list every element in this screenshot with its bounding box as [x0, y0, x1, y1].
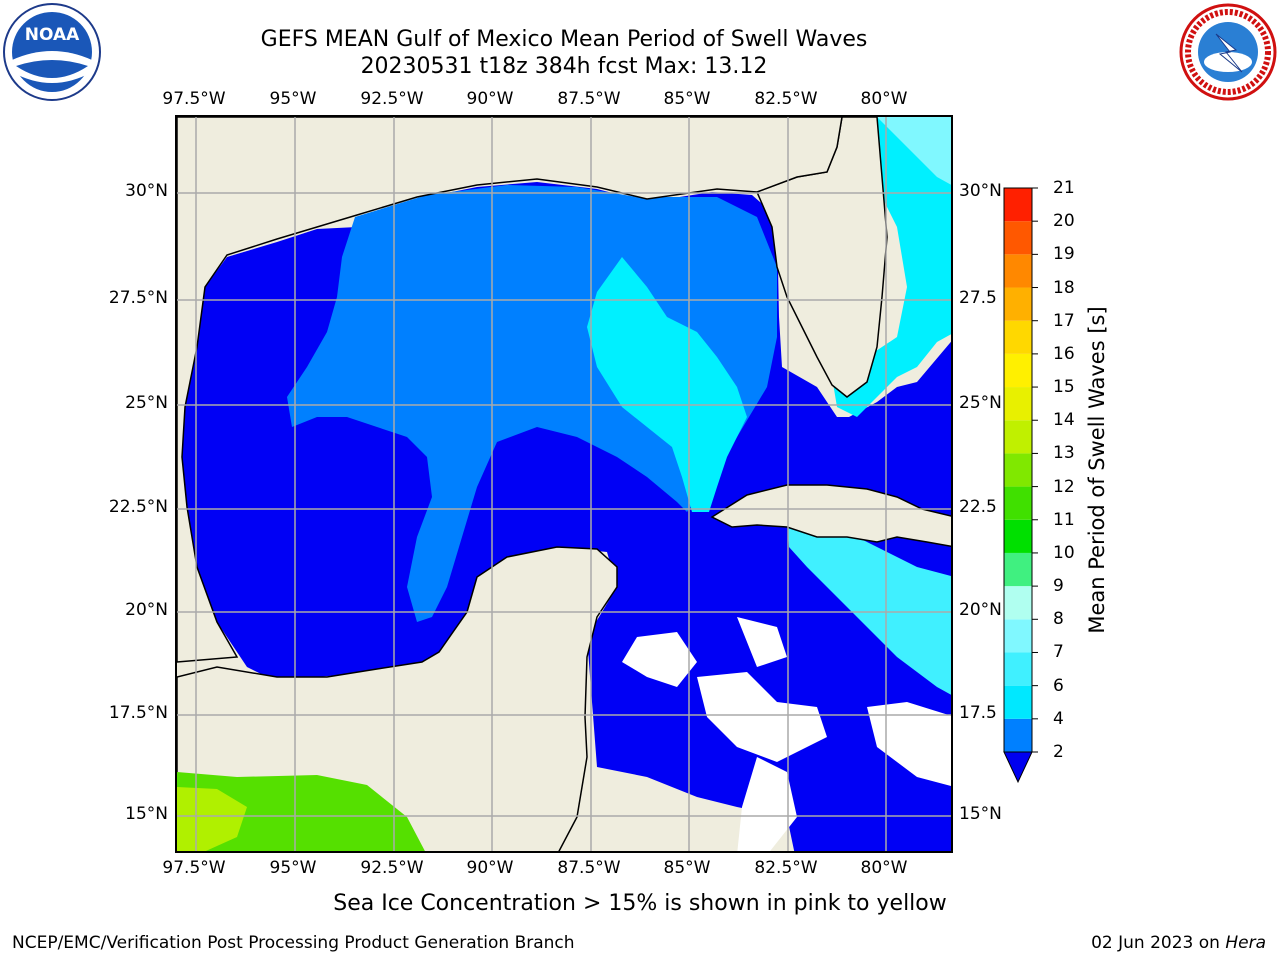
- lon-tick-bottom: 97.5°W: [162, 858, 226, 878]
- colorbar-segment: [1004, 188, 1032, 222]
- atlantic-high-period: [832, 117, 951, 417]
- colorbar-segment: [1004, 652, 1032, 686]
- colorbar-segment: [1004, 453, 1032, 487]
- chart-title: GEFS MEAN Gulf of Mexico Mean Period of …: [260, 27, 868, 52]
- colorbar-segment: [1004, 552, 1032, 587]
- colorbar-segment: [1004, 287, 1032, 321]
- map-panel: [175, 115, 953, 853]
- lat-tick-left: 15°N: [125, 804, 168, 824]
- colorbar-segment: [1004, 519, 1032, 553]
- lat-tick-right: 20°N: [959, 600, 1002, 620]
- lon-tick-bottom: 92.5°W: [360, 858, 424, 878]
- lon-tick-bottom: 87.5°W: [557, 858, 621, 878]
- lon-tick-top: 97.5°W: [162, 89, 226, 109]
- yucatan-land: [177, 546, 618, 851]
- lon-tick-top: 87.5°W: [557, 89, 621, 109]
- colorbar-tick-label: 9: [1053, 576, 1064, 597]
- chart-subtitle: 20230531 t18z 384h fcst Max: 13.12: [360, 54, 768, 79]
- colorbar-tick-label: 19: [1053, 244, 1075, 265]
- gulf-high-period: [587, 257, 747, 512]
- noaa-logo: NOAA: [3, 3, 101, 101]
- colorbar-tick-label: 21: [1053, 178, 1075, 198]
- svg-text:NOAA: NOAA: [25, 25, 80, 45]
- atlantic-very-high-period: [877, 117, 951, 185]
- lon-tick-bottom: 85°W: [663, 858, 711, 878]
- colorbar-tick-label: 12: [1053, 476, 1075, 497]
- lon-tick-bottom: 95°W: [269, 858, 317, 878]
- colorbar-tick-label: 20: [1053, 211, 1075, 232]
- footer-date-text: 02 Jun 2023 on: [1091, 933, 1226, 953]
- lat-tick-right: 22.5: [959, 497, 997, 517]
- lon-tick-bottom: 82.5°W: [754, 858, 818, 878]
- colorbar-tick-label: 17: [1053, 310, 1075, 331]
- lat-tick-right: 27.5: [959, 288, 997, 308]
- lat-tick-left: 20°N: [125, 600, 168, 620]
- lon-tick-top: 92.5°W: [360, 89, 424, 109]
- colorbar-tick-label: 13: [1053, 443, 1075, 464]
- colorbar-segment: [1004, 685, 1032, 719]
- pacific-swell: [177, 772, 425, 851]
- lat-tick-left: 22.5°N: [108, 497, 168, 517]
- lat-tick-right: 15°N: [959, 804, 1002, 824]
- lat-tick-left: 17.5°N: [108, 703, 168, 723]
- colorbar-tick-label: 6: [1053, 675, 1064, 696]
- lat-tick-right: 17.5: [959, 703, 997, 723]
- colorbar-segment: [1004, 353, 1032, 388]
- lat-tick-left: 30°N: [125, 181, 168, 201]
- colorbar-tick-label: 7: [1053, 642, 1064, 663]
- colorbar-segment: [1004, 586, 1032, 620]
- lon-tick-top: 82.5°W: [754, 89, 818, 109]
- cuba-land: [710, 484, 951, 548]
- nws-logo: [1179, 3, 1277, 101]
- caribbean-gap: [697, 672, 827, 762]
- colorbar-tick-label: 14: [1053, 410, 1075, 431]
- colorbar-segment: [1004, 387, 1032, 421]
- colorbar-segment: [1004, 221, 1032, 255]
- lon-tick-top: 85°W: [663, 89, 711, 109]
- colorbar-segment: [1004, 619, 1032, 653]
- colorbar-tick-label: 16: [1053, 343, 1075, 364]
- colorbar: [1003, 187, 1038, 784]
- footer-date: 02 Jun 2023 on Hera: [1091, 933, 1266, 953]
- colorbar-segment: [1004, 718, 1032, 752]
- lat-tick-right: 25°N: [959, 393, 1002, 413]
- colorbar-tick-label: 8: [1053, 609, 1064, 630]
- colorbar-segment: [1004, 486, 1032, 520]
- colorbar-segment: [1004, 420, 1032, 454]
- lon-tick-top: 90°W: [466, 89, 514, 109]
- colorbar-tick-label: 15: [1053, 377, 1075, 398]
- colorbar-segment: [1004, 320, 1032, 354]
- lat-tick-left: 27.5°N: [108, 288, 168, 308]
- lon-tick-top: 95°W: [269, 89, 317, 109]
- lon-tick-bottom: 80°W: [860, 858, 908, 878]
- colorbar-tick-label: 4: [1053, 708, 1064, 729]
- footer-host: Hera: [1225, 933, 1266, 953]
- pacific-swell-yellow: [177, 787, 247, 851]
- lon-tick-bottom: 90°W: [466, 858, 514, 878]
- colorbar-tick-label: 11: [1053, 509, 1075, 530]
- colorbar-frame: [1003, 187, 1033, 753]
- footer-credit: NCEP/EMC/Verification Post Processing Pr…: [12, 933, 575, 953]
- colorbar-tick-label: 18: [1053, 277, 1075, 298]
- colorbar-tick-label: 10: [1053, 542, 1075, 563]
- colorbar-segment: [1004, 254, 1032, 288]
- swell-period-map: [177, 117, 951, 851]
- colorbar-extend-triangle: [1003, 751, 1033, 784]
- caribbean-high-period: [787, 517, 951, 695]
- caribbean-gap: [867, 702, 951, 786]
- lon-tick-top: 80°W: [860, 89, 908, 109]
- colorbar-tick-label: 2: [1053, 742, 1064, 762]
- caribbean-gap: [737, 757, 797, 851]
- colorbar-title: Mean Period of Swell Waves [s]: [1085, 306, 1109, 634]
- sea-ice-note: Sea Ice Concentration > 15% is shown in …: [333, 891, 947, 916]
- caribbean-gap: [737, 617, 787, 667]
- map-gridlines: [177, 117, 951, 851]
- caribbean-gap: [622, 632, 697, 687]
- lat-tick-left: 25°N: [125, 393, 168, 413]
- lat-tick-right: 30°N: [959, 181, 1002, 201]
- gulf-mid-period: [287, 185, 777, 622]
